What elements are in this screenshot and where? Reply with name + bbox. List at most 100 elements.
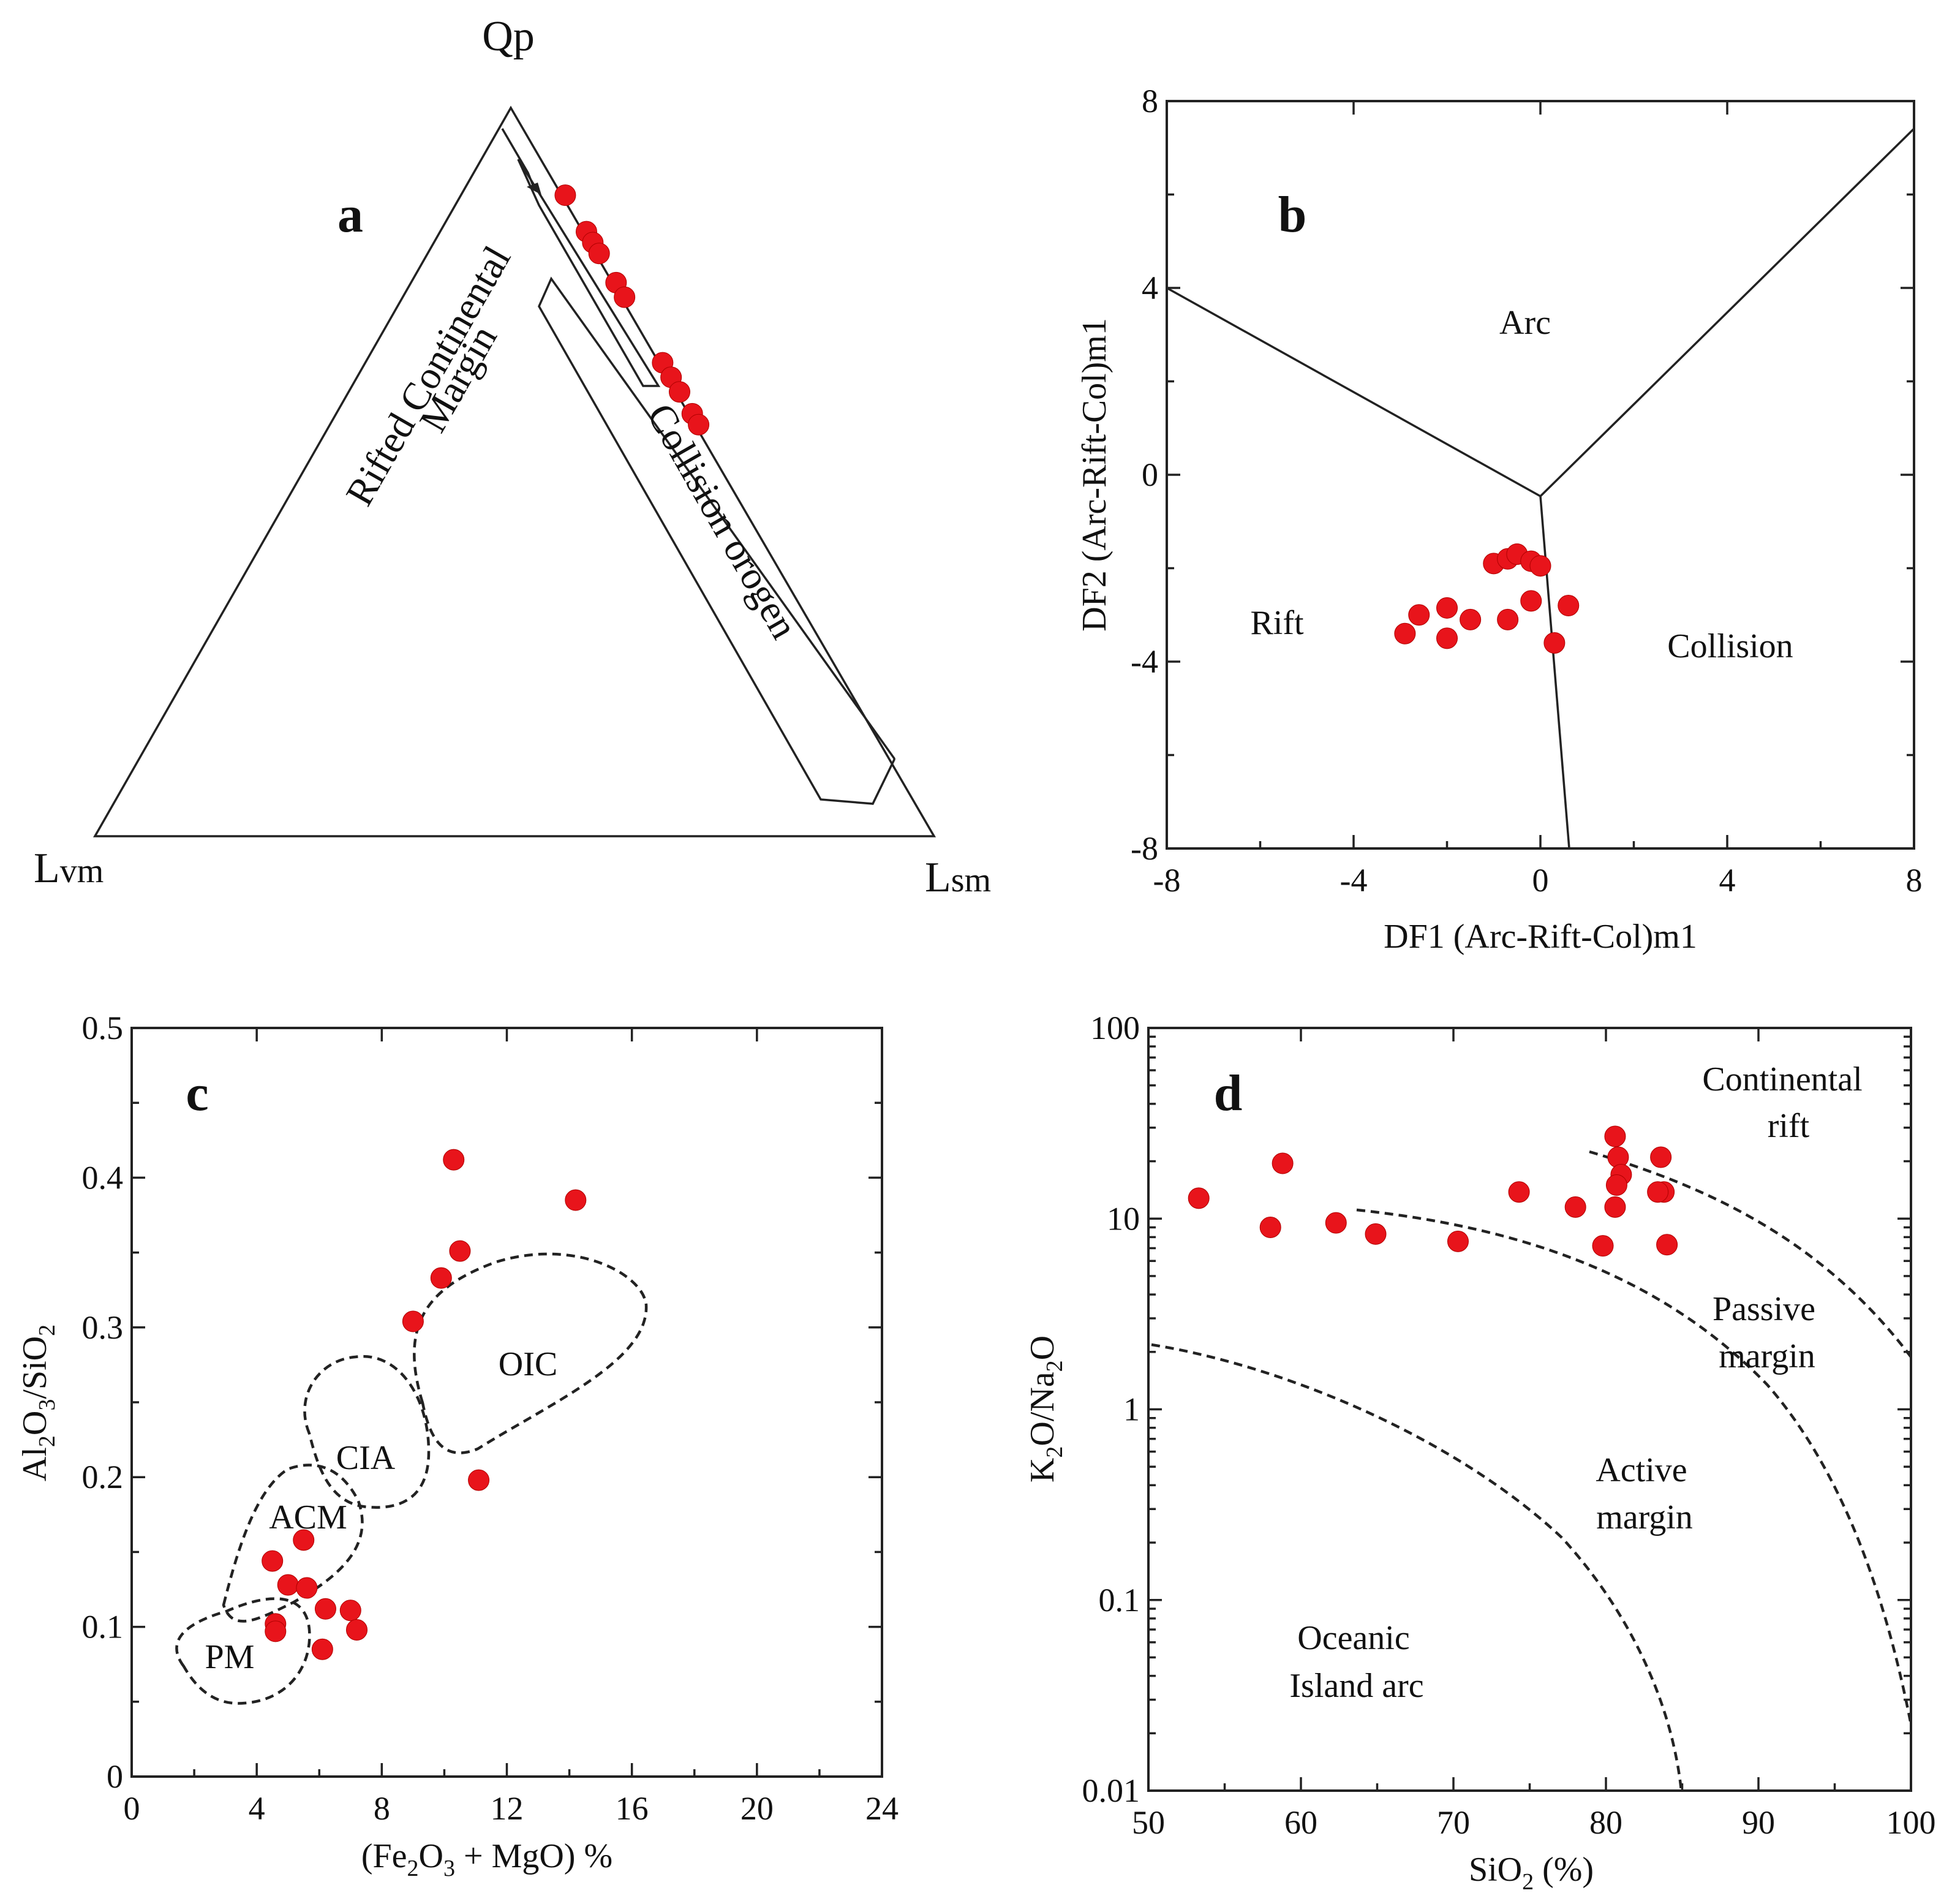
field-oic-label: OIC xyxy=(499,1345,557,1383)
x-tick-label: 100 xyxy=(1886,1804,1936,1841)
field-oceanic-arc-label-1: Oceanic xyxy=(1297,1619,1409,1657)
panel-c-point xyxy=(449,1240,471,1262)
x-tick-label: 80 xyxy=(1589,1804,1622,1841)
panel-b-point xyxy=(1436,627,1458,649)
panel-d-ylabel: K2O/Na2O xyxy=(1023,1335,1068,1483)
panel-c-letter: c xyxy=(186,1065,208,1122)
field-rift-label: Rift xyxy=(1250,604,1304,642)
field-pm-label: PM xyxy=(205,1638,255,1676)
panel-d-point xyxy=(1605,1174,1627,1196)
x-tick-label: 70 xyxy=(1437,1804,1470,1841)
boundary-oia-active xyxy=(1151,1343,1683,1791)
y-tick-label: 0 xyxy=(1142,456,1158,493)
x-tick-label: 0 xyxy=(124,1790,140,1827)
panel-c-point xyxy=(314,1598,336,1620)
panel-d-point xyxy=(1592,1235,1614,1257)
vertex-lsm-label: Lsm xyxy=(925,854,991,901)
boundary-active-passive xyxy=(1356,1208,1913,1725)
panel-b-ticks: -8 -4 0 4 8 8 4 0 -4 -8 xyxy=(1131,83,1922,899)
panel-c: 0 4 8 12 16 20 24 0 0.1 0.2 0.3 0.4 0.5 c OIC CIA AC… xyxy=(16,1010,899,1881)
vertex-qp-label: Qp xyxy=(482,13,535,60)
panel-a-point xyxy=(668,381,690,403)
field-passive-margin-label-2: margin xyxy=(1719,1337,1815,1375)
x-tick-label: 60 xyxy=(1284,1804,1317,1841)
field-arc-label: Arc xyxy=(1499,304,1551,342)
panel-d-point xyxy=(1604,1196,1626,1218)
panel-d-point xyxy=(1272,1152,1294,1174)
boundary-passive-rift xyxy=(1589,1150,1912,1358)
panel-b-points xyxy=(1394,543,1580,654)
rift-collision-boundary xyxy=(1539,496,1570,849)
panel-d-point xyxy=(1564,1196,1586,1218)
panel-c-point xyxy=(262,1550,284,1572)
panel-c-ylabel: Al2O3/SiO2 xyxy=(16,1324,60,1481)
panel-b: -8 -4 0 4 8 8 4 0 -4 -8 b Arc Rift Collision DF1 … xyxy=(1076,83,1923,956)
x-tick-label: -8 xyxy=(1153,862,1181,899)
panel-b-point xyxy=(1460,608,1482,630)
panel-d-point xyxy=(1647,1181,1669,1203)
panel-a-point xyxy=(614,286,636,308)
field-passive-margin-label-1: Passive xyxy=(1713,1290,1815,1328)
oic-field xyxy=(413,1252,648,1454)
vertex-lvm-sub: vm xyxy=(60,852,104,890)
x-tick-label: 8 xyxy=(1906,862,1923,899)
panel-a-point xyxy=(554,184,576,206)
panel-d-point xyxy=(1508,1181,1530,1203)
panel-b-point xyxy=(1436,597,1458,619)
y-tick-label: 100 xyxy=(1090,1010,1140,1046)
y-tick-label: 0.3 xyxy=(82,1309,124,1346)
panel-c-point xyxy=(311,1638,333,1660)
panel-b-point xyxy=(1558,595,1580,616)
vertex-lvm-label: Lvm xyxy=(34,845,104,892)
x-tick-label: 4 xyxy=(1719,862,1736,899)
panel-a: a Qp Lvm Lsm Rifted Continental Margin C… xyxy=(34,13,991,901)
x-tick-label: 24 xyxy=(865,1790,899,1827)
ternary-triangle xyxy=(92,105,936,837)
panel-d-point xyxy=(1259,1216,1281,1238)
field-oceanic-arc-label-2: Island arc xyxy=(1289,1667,1423,1705)
panel-d-ticks: 50 60 70 80 90 100 100 10 1 0.1 0.01 xyxy=(1082,1010,1936,1841)
y-tick-label: -8 xyxy=(1131,830,1158,867)
y-tick-label: 0 xyxy=(107,1758,123,1795)
panel-d-point xyxy=(1447,1230,1469,1252)
cia-field xyxy=(303,1354,431,1509)
x-tick-label: 4 xyxy=(249,1790,265,1827)
field-acm-label: ACM xyxy=(269,1498,347,1536)
panel-c-point xyxy=(293,1529,315,1551)
field-collision-label: Collision xyxy=(1667,627,1793,665)
panel-c-point xyxy=(277,1574,299,1596)
collision-orogen-field xyxy=(538,276,895,805)
y-tick-label: 1 xyxy=(1123,1391,1140,1428)
panel-a-letter: a xyxy=(337,186,363,243)
field-continental-rift-label-2: rift xyxy=(1768,1107,1810,1145)
x-tick-label: 90 xyxy=(1742,1804,1775,1841)
x-tick-label: 20 xyxy=(740,1790,774,1827)
panel-c-point xyxy=(265,1620,287,1642)
y-tick-label: 8 xyxy=(1142,83,1158,119)
panel-c-point xyxy=(443,1149,465,1171)
y-tick-label: 0.5 xyxy=(82,1010,124,1046)
collision-orogen-label: Collision orogen xyxy=(639,396,807,646)
x-tick-label: 0 xyxy=(1532,862,1549,899)
panel-d-point xyxy=(1188,1187,1210,1209)
y-tick-label: 0.4 xyxy=(82,1159,124,1196)
panel-c-xlabel: (Fe2O3 + MgO) % xyxy=(361,1837,612,1881)
panel-d-point xyxy=(1604,1125,1626,1147)
y-tick-label: 0.2 xyxy=(82,1459,124,1495)
panel-d-point xyxy=(1325,1212,1347,1234)
panel-c-point xyxy=(402,1310,424,1332)
vertex-lvm-main: L xyxy=(34,845,60,892)
panel-b-ylabel: DF2 (Arc-Rift-Col)m1 xyxy=(1076,318,1114,632)
panel-d-point xyxy=(1656,1234,1678,1256)
panel-b-point xyxy=(1394,622,1416,644)
acm-field xyxy=(222,1464,364,1623)
panel-b-point xyxy=(1497,608,1519,630)
panel-b-xlabel: DF1 (Arc-Rift-Col)m1 xyxy=(1384,918,1697,956)
field-active-margin-label-2: margin xyxy=(1596,1498,1693,1536)
panel-c-point xyxy=(339,1600,361,1622)
field-continental-rift-label-1: Continental xyxy=(1702,1060,1862,1098)
y-tick-label: 0.01 xyxy=(1082,1772,1140,1809)
y-tick-label: 4 xyxy=(1142,270,1158,306)
panel-d: 50 60 70 80 90 100 100 10 1 0.1 0.01 d Continental… xyxy=(1023,1010,1936,1895)
